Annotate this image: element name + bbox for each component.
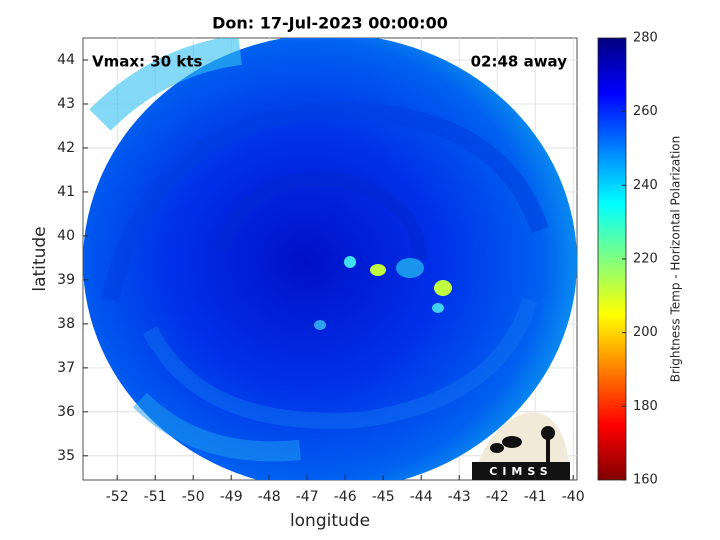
y-tick-label: 43: [57, 96, 75, 112]
y-tick-label: 39: [57, 272, 75, 288]
x-tick-label: -42: [486, 489, 509, 505]
x-tick-label: -40: [562, 489, 585, 505]
x-tick-label: -43: [448, 489, 471, 505]
x-tick-label: -48: [258, 489, 281, 505]
x-tick-label: -49: [220, 489, 243, 505]
annotation: 02:48 away: [471, 53, 568, 71]
x-tick-label: -45: [372, 489, 395, 505]
y-tick-label: 38: [57, 316, 75, 332]
x-tick-label: -52: [106, 489, 129, 505]
y-tick-label: 44: [57, 52, 75, 68]
x-axis-label: longitude: [290, 511, 370, 531]
colorbar-tick-label: 160: [633, 473, 658, 488]
x-tick-label: -46: [334, 489, 357, 505]
colorbar-tick-label: 180: [633, 399, 658, 414]
annotation: Vmax: 30 kts: [92, 53, 202, 71]
logo-text: CIMSS: [489, 465, 552, 478]
colorbar-tick-label: 280: [633, 31, 658, 46]
logo: CIMSS: [472, 412, 570, 480]
x-tick-label: -44: [410, 489, 433, 505]
x-tick-label: -50: [182, 489, 205, 505]
y-tick-label: 36: [57, 404, 75, 420]
y-tick-label: 35: [57, 448, 75, 464]
x-tick-label: -47: [296, 489, 319, 505]
colorbar-tick-label: 260: [633, 104, 658, 119]
colorbar-tick-label: 200: [633, 325, 658, 340]
satellite-image: [83, 38, 577, 480]
y-tick-label: 41: [57, 184, 75, 200]
colorbar: [597, 37, 627, 481]
x-tick-label: -41: [524, 489, 547, 505]
y-tick-label: 37: [57, 360, 75, 376]
colorbar-label: Brightness Temp - Horizontal Polarizatio…: [669, 136, 683, 383]
y-tick-label: 40: [57, 228, 75, 244]
y-axis-label: latitude: [30, 226, 50, 291]
colorbar-tick-label: 220: [633, 252, 658, 267]
x-tick-label: -51: [144, 489, 167, 505]
chart-title: Don: 17-Jul-2023 00:00:00: [212, 14, 448, 33]
y-tick-label: 42: [57, 140, 75, 156]
colorbar-tick-label: 240: [633, 178, 658, 193]
